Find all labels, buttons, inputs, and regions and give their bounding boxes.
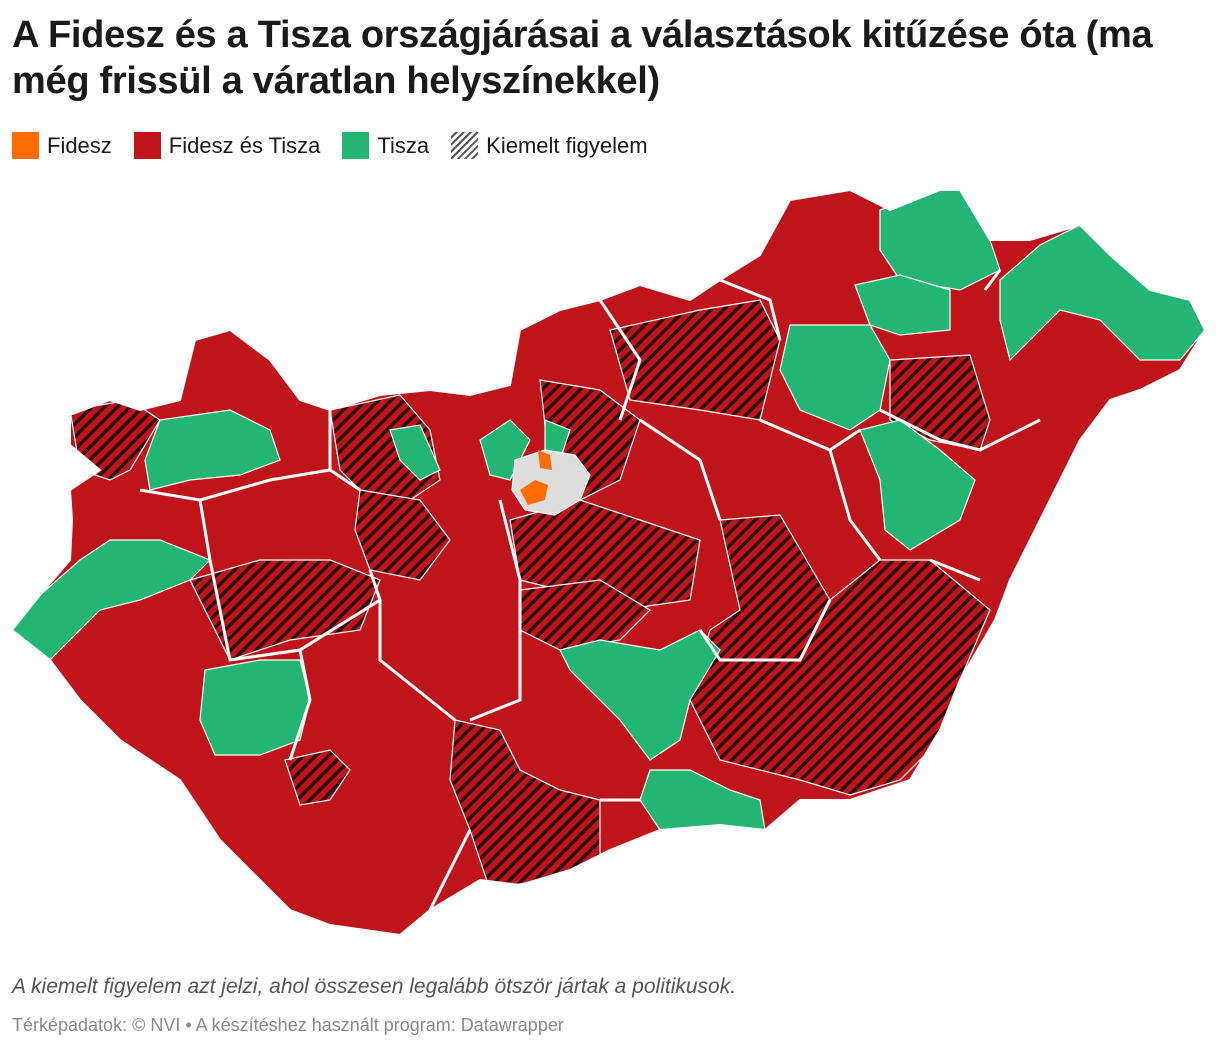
legend-swatch-tisza [342, 132, 370, 159]
district-tisza-south-west [199, 659, 311, 756]
legend-item-both: Fidesz és Tisza [133, 132, 321, 159]
district-hatched-north [609, 299, 781, 421]
district-tisza-north-small [389, 424, 441, 481]
district-fidesz-budapest-a [538, 450, 552, 470]
district-tisza-kecskemet [559, 629, 721, 761]
district-tisza-gyor [144, 409, 281, 491]
district-tisza-debrecen [859, 419, 976, 551]
legend-swatch-highlight [451, 132, 479, 159]
legend-item-highlight: Kiemelt figyelem [451, 132, 648, 159]
district-hatched-south-pest [509, 499, 701, 611]
district-tisza-west [12, 539, 212, 661]
legend: Fidesz Fidesz és Tisza Tisza Kiemelt fig… [12, 132, 648, 159]
legend-item-fidesz: Fidesz [12, 132, 112, 159]
legend-label-both: Fidesz és Tisza [168, 132, 321, 158]
district-hatched-southwest [284, 749, 351, 806]
county-borders [139, 269, 1041, 911]
legend-swatch-fidesz [12, 132, 39, 159]
map-note: A kiemelt figyelem azt jelzi, ahol össze… [12, 975, 737, 998]
legend-label-fidesz: Fidesz [47, 132, 112, 158]
country-outline [10, 188, 1207, 937]
district-fidesz-budapest-b [520, 480, 548, 505]
hungary-map [10, 188, 1207, 937]
legend-label-highlight: Kiemelt figyelem [486, 132, 648, 158]
page-title: A Fidesz és a Tisza országjárásai a vála… [12, 14, 1153, 102]
district-hatched-central-west [354, 489, 451, 581]
credit-line: Térképadatok: © NVI • A készítéshez hasz… [12, 1015, 564, 1035]
legend-label-tisza: Tisza [377, 132, 430, 158]
district-hatched-north-mid [329, 394, 441, 501]
district-tisza-miskolc [779, 324, 891, 431]
legend-item-tisza: Tisza [342, 132, 429, 159]
legend-swatch-both [133, 132, 161, 159]
